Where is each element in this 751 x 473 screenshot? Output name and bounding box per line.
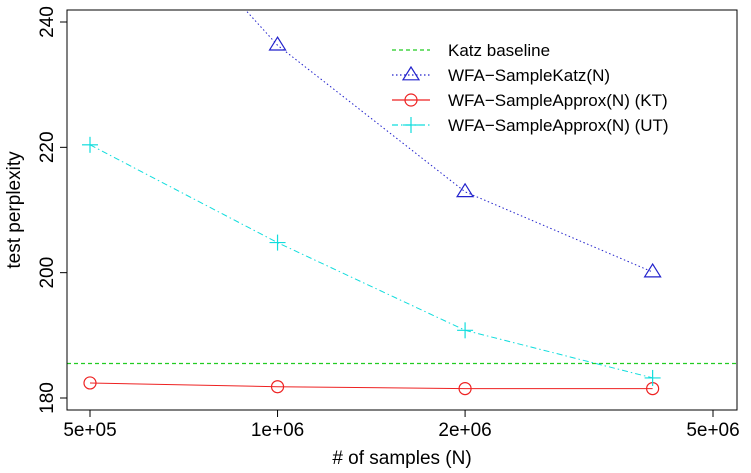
x-tick-label: 1e+06 xyxy=(251,420,304,441)
series-line-2 xyxy=(89,144,653,379)
data-point-1 xyxy=(458,382,472,396)
data-point-2 xyxy=(644,369,661,386)
x-tick-label: 2e+06 xyxy=(438,420,491,441)
y-tick-label: 200 xyxy=(37,257,58,289)
y-tick-label: 220 xyxy=(37,131,58,163)
data-point-2 xyxy=(457,322,474,339)
data-point-1 xyxy=(270,380,285,394)
data-point-1 xyxy=(83,376,97,390)
data-point-0 xyxy=(456,182,475,198)
x-axis-label: # of samples (N) xyxy=(332,448,471,469)
x-tick-label: 5e+06 xyxy=(686,420,739,441)
legend-marker xyxy=(404,93,418,107)
data-point-2 xyxy=(269,234,286,251)
legend-label: WFA−SampleApprox(N) (UT) xyxy=(448,116,669,135)
y-tick-label: 240 xyxy=(37,6,58,38)
legend-label: WFA−SampleKatz(N) xyxy=(448,66,610,85)
x-tick-label: 5e+05 xyxy=(63,420,116,441)
series-line-1 xyxy=(89,382,653,390)
plot-frame xyxy=(66,9,738,411)
y-tick-label: 180 xyxy=(37,382,58,414)
data-point-0 xyxy=(643,262,662,278)
legend-marker xyxy=(403,117,419,133)
legend-label: WFA−SampleApprox(N) (KT) xyxy=(448,91,668,110)
data-point-2 xyxy=(82,136,98,153)
legend-marker xyxy=(401,65,421,81)
legend-label: Katz baseline xyxy=(448,41,550,60)
y-axis-label: test perplexity xyxy=(4,151,25,269)
series-line-0 xyxy=(244,10,653,273)
data-point-0 xyxy=(268,36,287,51)
